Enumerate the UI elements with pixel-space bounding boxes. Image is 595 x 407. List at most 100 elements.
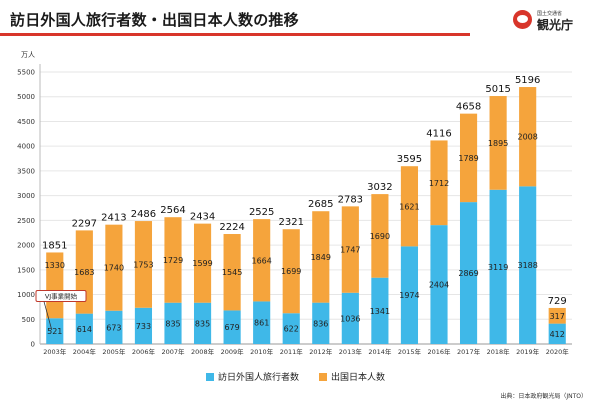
x-tick-label: 2004年 xyxy=(73,347,97,356)
data-label-inbound: 861 xyxy=(254,319,269,328)
bar-inbound xyxy=(282,313,300,344)
data-label-total: 4116 xyxy=(426,128,451,139)
y-tick-label: 1000 xyxy=(17,291,35,299)
x-tick-label: 2009年 xyxy=(221,347,245,356)
data-label-outbound: 1740 xyxy=(104,264,124,273)
bar-inbound xyxy=(371,277,389,344)
x-tick-label: 2013年 xyxy=(339,347,363,356)
data-label-outbound: 1664 xyxy=(251,256,271,265)
x-tick-label: 2018年 xyxy=(487,347,511,356)
x-tick-label: 2006年 xyxy=(132,347,156,356)
y-tick-label: 3500 xyxy=(17,167,35,175)
bar-outbound xyxy=(548,307,566,324)
data-label-total: 2525 xyxy=(249,207,274,218)
logo-mark-icon xyxy=(513,10,532,29)
data-label-outbound: 1683 xyxy=(74,268,94,277)
annotation-label: VJ事業開始 xyxy=(45,292,78,301)
annotation-box xyxy=(35,290,87,303)
bar-outbound xyxy=(312,211,330,303)
bar-outbound xyxy=(193,223,212,303)
bar-outbound xyxy=(430,140,448,226)
data-label-outbound: 1747 xyxy=(340,246,360,255)
data-label-inbound: 1974 xyxy=(399,291,419,300)
page-title: 訪日外国人旅行者数・出国日本人数の推移 xyxy=(10,11,299,29)
data-label-outbound: 1621 xyxy=(399,202,419,211)
bar-outbound xyxy=(371,194,389,278)
data-label-inbound: 1341 xyxy=(370,307,390,316)
data-label-outbound: 2008 xyxy=(517,133,537,142)
y-tick-label: 1500 xyxy=(17,266,35,274)
legend-swatch-inbound xyxy=(206,373,214,381)
y-axis-unit-label: 万人 xyxy=(21,51,35,59)
data-label-total: 2297 xyxy=(72,218,97,229)
data-label-outbound: 1699 xyxy=(281,267,301,276)
data-label-inbound: 733 xyxy=(136,322,151,331)
x-tick-label: 2015年 xyxy=(398,347,422,356)
bar-inbound xyxy=(430,225,448,344)
x-tick-label: 2003年 xyxy=(43,347,67,356)
logo-agency-name: 観光庁 xyxy=(537,18,574,32)
annotation-pointer xyxy=(43,301,53,331)
data-label-outbound: 1545 xyxy=(222,268,242,277)
legend-swatch-outbound xyxy=(319,373,327,381)
x-tick-label: 2017年 xyxy=(457,347,481,356)
data-label-inbound: 3188 xyxy=(517,261,537,270)
logo-ministry-text: 国土交通省 xyxy=(537,11,563,17)
bar-outbound xyxy=(134,221,153,308)
y-tick-label: 2000 xyxy=(17,242,35,250)
y-tick-label: 5500 xyxy=(17,69,35,77)
data-label-total: 2224 xyxy=(219,222,244,233)
data-label-inbound: 835 xyxy=(195,319,210,328)
y-tick-label: 500 xyxy=(22,316,35,324)
data-label-inbound: 679 xyxy=(224,323,239,332)
data-label-inbound: 835 xyxy=(165,319,180,328)
data-label-outbound: 1729 xyxy=(163,256,183,265)
bar-outbound xyxy=(164,217,182,303)
bar-outbound xyxy=(489,96,507,190)
legend-label-inbound: 訪日外国人旅行者数 xyxy=(218,371,299,383)
bar-inbound xyxy=(519,186,537,344)
bar-inbound xyxy=(105,310,123,344)
y-tick-label: 4000 xyxy=(17,143,35,151)
data-label-outbound: 1690 xyxy=(370,232,390,241)
bar-inbound xyxy=(489,189,507,344)
bar-inbound xyxy=(548,323,566,344)
bar-inbound xyxy=(164,302,182,344)
bar-outbound xyxy=(253,219,271,302)
bar-inbound xyxy=(134,307,153,344)
legend-label-outbound: 出国日本人数 xyxy=(331,371,385,383)
data-label-total: 2783 xyxy=(338,194,363,205)
data-label-outbound: 1849 xyxy=(311,253,331,262)
source-note: 出典：日本政府観光局（JNTO） xyxy=(500,393,587,400)
bar-inbound xyxy=(312,302,330,344)
bar-outbound xyxy=(519,87,537,187)
data-label-inbound: 2404 xyxy=(429,281,449,290)
data-label-total: 5196 xyxy=(515,75,540,86)
data-label-total: 2321 xyxy=(278,217,303,228)
data-label-outbound: 1753 xyxy=(133,260,153,269)
data-label-total: 2486 xyxy=(131,209,156,220)
bar-inbound xyxy=(75,313,93,344)
x-tick-label: 2011年 xyxy=(280,347,304,356)
y-tick-label: 0 xyxy=(31,341,35,349)
bar-inbound xyxy=(223,310,241,344)
bar-inbound xyxy=(459,202,478,344)
title-underline xyxy=(0,33,470,36)
bar-outbound xyxy=(459,113,478,203)
bar-outbound xyxy=(341,206,359,293)
x-tick-label: 2005年 xyxy=(102,347,126,356)
x-tick-label: 2012年 xyxy=(309,347,333,356)
data-label-inbound: 614 xyxy=(77,325,92,334)
y-tick-label: 4500 xyxy=(17,118,35,126)
data-label-inbound: 836 xyxy=(313,319,328,328)
y-tick-label: 3000 xyxy=(17,192,35,200)
data-label-outbound: 1330 xyxy=(45,261,65,270)
bar-inbound xyxy=(341,292,359,344)
data-label-outbound: 1895 xyxy=(488,139,508,148)
data-label-total: 1851 xyxy=(42,240,67,251)
x-tick-label: 2016年 xyxy=(427,347,451,356)
x-tick-label: 2019年 xyxy=(516,347,540,356)
bar-outbound xyxy=(223,234,241,311)
data-label-outbound: 317 xyxy=(550,312,565,321)
